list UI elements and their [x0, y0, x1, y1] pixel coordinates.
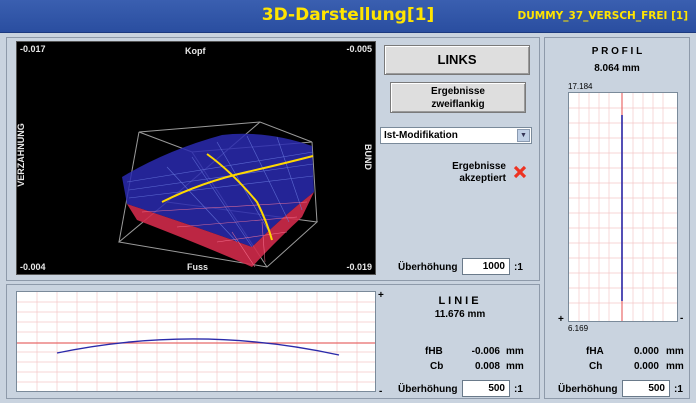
ueberhoehung-profil-suffix: :1 [674, 384, 683, 395]
ergebnisse-zweiflankig-button[interactable]: Ergebnisse zweiflankig [390, 82, 526, 113]
linie-title: LINIE [438, 295, 482, 307]
accepted-status: Ergebnisse akzeptiert [440, 161, 506, 185]
linie-minus-marker: - [379, 386, 383, 397]
ueberhoehung-linie-input[interactable]: 500 [462, 380, 510, 397]
profil-minus-marker: - [680, 313, 684, 324]
modification-select-value: Ist-Modifikation [384, 130, 458, 141]
linie-length: 11.676 mm [434, 309, 486, 320]
ueberhoehung-3d-label: Überhöhung [398, 262, 458, 273]
label-verzahnung: VERZAHNUNG [15, 123, 26, 187]
cb-label: Cb [430, 361, 444, 372]
corner-top-left-value: -0.017 [20, 44, 46, 54]
fha-label: fHA [586, 346, 604, 357]
fha-unit: mm [666, 346, 684, 357]
ch-unit: mm [666, 361, 684, 372]
window-title: 3D-Darstellung[1] [261, 5, 435, 25]
cb-unit: mm [506, 361, 524, 372]
corner-top-right-value: -0.005 [346, 44, 372, 54]
corner-bottom-right-value: -0.019 [346, 262, 372, 272]
cb-value: 0.008 [474, 361, 500, 372]
accepted-line1: Ergebnisse [452, 161, 506, 172]
links-button-label: LINKS [437, 52, 477, 67]
linie-plot[interactable] [16, 291, 376, 392]
ch-value: 0.000 [633, 361, 659, 372]
ueberhoehung-profil-label: Überhöhung [558, 384, 618, 395]
ueberhoehung-profil-input[interactable]: 500 [622, 380, 670, 397]
profil-bottom-value: 6.169 [568, 324, 589, 333]
3d-surface-view[interactable]: -0.017 -0.005 -0.004 -0.019 Kopf Fuss VE… [16, 41, 376, 275]
fha-value: 0.000 [633, 346, 659, 357]
dataset-info: DUMMY_37_VERSCH_FREI [1] [517, 10, 688, 22]
ueberhoehung-3d-input[interactable]: 1000 [462, 258, 510, 275]
linie-plot-svg [17, 292, 375, 391]
chevron-down-icon[interactable]: ▼ [517, 129, 530, 142]
fhb-unit: mm [506, 346, 524, 357]
ch-label: Ch [589, 361, 603, 372]
ergebnisse-button-line2: zweiflankig [431, 99, 485, 110]
profil-title: P R O F I L [591, 46, 643, 57]
label-fuss: Fuss [187, 262, 209, 272]
linie-plus-marker: + [378, 290, 384, 301]
title-bar: 3D-Darstellung[1] DUMMY_37_VERSCH_FREI [… [0, 0, 696, 33]
corner-bottom-left-value: -0.004 [20, 262, 46, 272]
profil-plot-svg [569, 93, 677, 321]
ergebnisse-button-line1: Ergebnisse [431, 86, 485, 97]
ueberhoehung-linie-label: Überhöhung [398, 384, 458, 395]
profil-plus-marker: + [558, 314, 564, 325]
ueberhoehung-3d-suffix: :1 [514, 262, 523, 273]
modification-select[interactable]: Ist-Modifikation ▼ [380, 127, 532, 144]
ueberhoehung-linie-suffix: :1 [514, 384, 523, 395]
3d-surface-plot [117, 121, 319, 268]
fhb-label: fHB [425, 346, 443, 357]
profil-plot[interactable] [568, 92, 678, 322]
reject-x-icon [513, 165, 527, 179]
accepted-line2: akzeptiert [459, 173, 506, 184]
profil-top-value: 17.184 [568, 82, 593, 91]
profil-length: 8.064 mm [594, 63, 640, 74]
linie-measured-curve [56, 338, 340, 356]
label-kopf: Kopf [185, 46, 206, 56]
links-button[interactable]: LINKS [384, 45, 530, 75]
label-bund: BUND [363, 144, 373, 170]
fhb-value: -0.006 [471, 346, 500, 357]
